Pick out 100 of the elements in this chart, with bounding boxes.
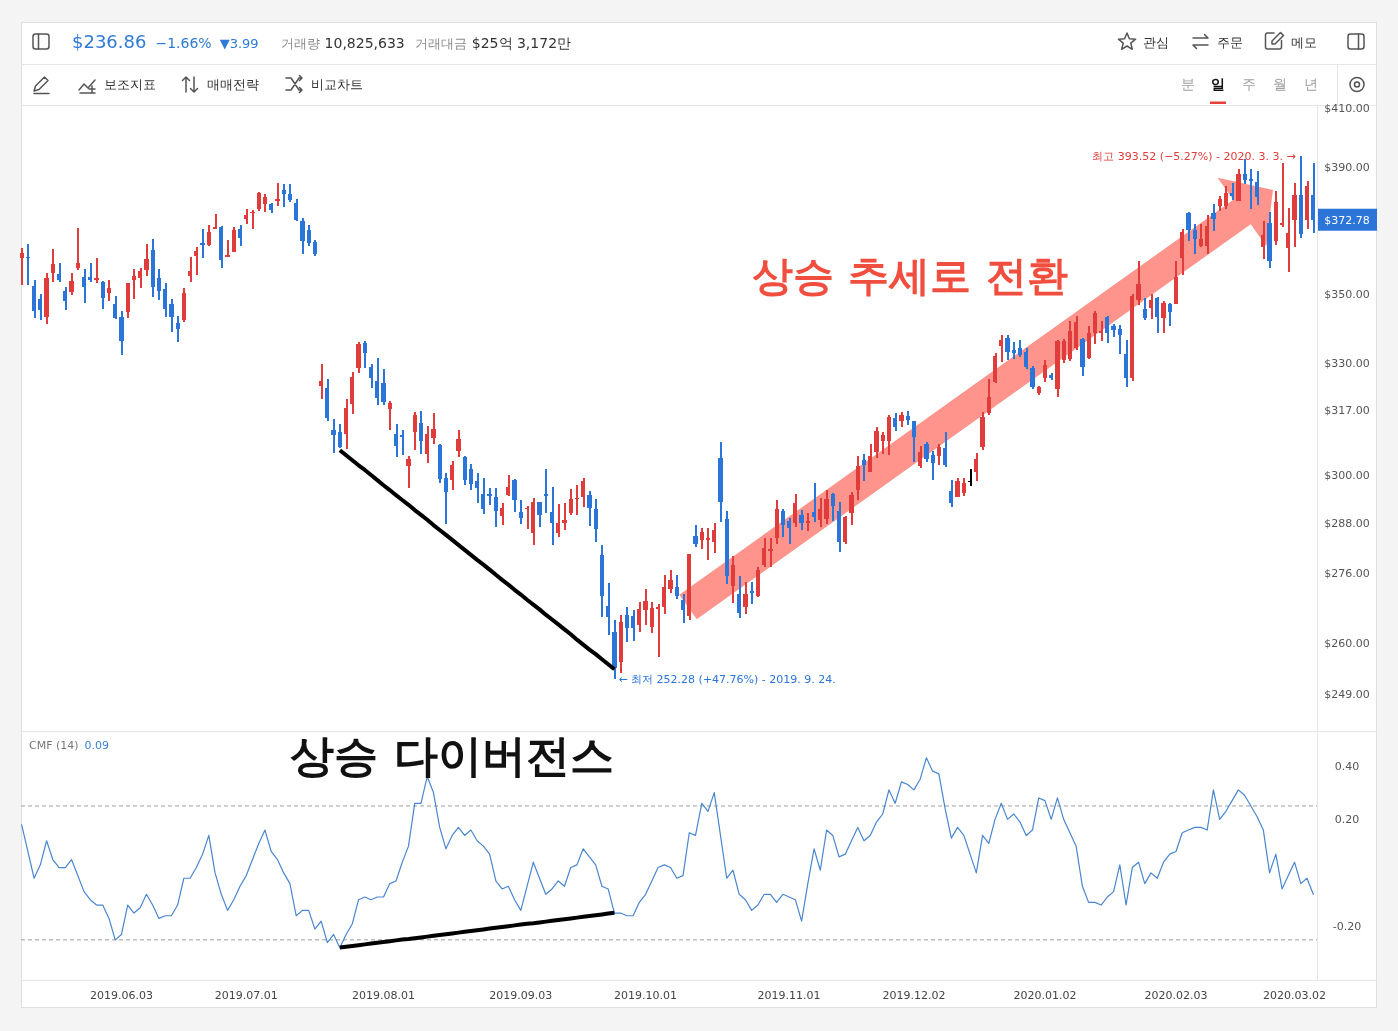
text: −1.66% (155, 35, 212, 51)
candlestick (244, 209, 249, 224)
candlestick (1167, 303, 1172, 326)
candlestick (69, 273, 74, 295)
candlestick (718, 442, 723, 522)
y-tick-label: $300.00 (1324, 469, 1370, 483)
candlestick (119, 311, 124, 355)
text: 10,825,633 (324, 35, 405, 51)
candlestick (375, 358, 380, 405)
candlestick (443, 473, 449, 524)
candlestick (1055, 340, 1060, 397)
x-tick-label: 2019.10.01 (614, 989, 678, 1002)
candlestick (81, 269, 87, 303)
candlestick (680, 594, 686, 623)
candlestick (106, 280, 112, 301)
x-tick-label: 2019.12.02 (882, 989, 946, 1002)
text: $25억 3,172만 (471, 35, 572, 51)
candlestick (300, 218, 305, 254)
candlestick (905, 411, 910, 425)
candlestick (1261, 221, 1266, 259)
candlestick (250, 210, 255, 229)
candlestick (1267, 212, 1272, 268)
x-tick-label: 2019.06.03 (89, 989, 153, 1002)
candlestick (1161, 301, 1166, 333)
candlestick (612, 620, 617, 679)
candlestick (356, 342, 361, 373)
text: 주문 (1217, 35, 1243, 50)
candlestick (194, 247, 199, 275)
candlestick (387, 401, 392, 430)
candlestick (899, 412, 904, 427)
candlestick (824, 490, 829, 524)
candlestick (543, 469, 548, 513)
candlestick (786, 518, 792, 544)
candlestick (456, 430, 461, 457)
candlestick (506, 475, 511, 496)
candlestick (1198, 224, 1204, 247)
candlestick (805, 513, 810, 531)
text: 매매전략 (207, 77, 259, 92)
candlestick (768, 538, 773, 567)
candlestick (475, 473, 480, 503)
candlestick (655, 604, 661, 657)
candlestick (381, 369, 386, 405)
text: 관심 (1143, 35, 1169, 50)
candlestick (393, 424, 399, 457)
candlestick (911, 421, 917, 462)
y-tick-label: $276.00 (1324, 567, 1370, 581)
candlestick (624, 607, 629, 642)
candlestick (524, 506, 530, 529)
candlestick (25, 244, 30, 285)
candlestick (225, 240, 230, 257)
candlestick (431, 413, 436, 444)
candlestick (331, 419, 336, 453)
line-series (337, 448, 617, 672)
candlestick (1217, 196, 1222, 211)
candlestick (319, 364, 324, 399)
candlestick (693, 525, 698, 547)
x-tick-label: 2019.11.01 (757, 989, 821, 1002)
candlestick (187, 257, 193, 282)
candlestick (19, 248, 24, 285)
candlestick (1080, 338, 1085, 376)
candlestick (144, 244, 149, 276)
candlestick (499, 503, 505, 525)
candlestick (668, 570, 673, 593)
candlestick (1211, 204, 1216, 231)
candlestick (56, 263, 62, 282)
text: 분 (1181, 76, 1195, 92)
candlestick (1111, 324, 1116, 337)
y-tick-label: $410.00 (1324, 101, 1370, 115)
x-tick-label: 2020.02.03 (1144, 989, 1208, 1002)
text: 비교차트 (311, 77, 363, 92)
y-tick-label: $390.00 (1324, 160, 1370, 174)
candlestick (537, 502, 542, 527)
candlestick (50, 249, 55, 282)
candlestick (849, 492, 854, 525)
candlestick (880, 432, 885, 454)
candlestick (799, 510, 804, 530)
candlestick (705, 528, 711, 560)
candlestick (94, 258, 99, 283)
y-tick-label: $249.00 (1324, 688, 1370, 702)
candlestick (643, 589, 648, 625)
x-tick-label: 2020.01.02 (1013, 989, 1077, 1002)
candlestick (980, 412, 985, 450)
candlestick (556, 504, 561, 537)
annotation: 0.09 (84, 739, 110, 752)
candlestick (518, 500, 523, 524)
candlestick (1005, 335, 1010, 360)
candlestick (811, 483, 817, 522)
candlestick (88, 263, 93, 282)
text: 메모 (1291, 35, 1317, 50)
text: $236.86 (72, 31, 147, 52)
candlestick (275, 183, 280, 206)
x-tick-label: 2019.08.01 (352, 989, 416, 1002)
candlestick (861, 454, 867, 481)
candlestick (1292, 183, 1297, 247)
candlestick (955, 478, 960, 497)
candlestick (1186, 212, 1191, 241)
candlestick (930, 451, 935, 480)
candlestick (562, 503, 567, 530)
text: 월 (1273, 76, 1287, 92)
candlestick (512, 479, 517, 512)
